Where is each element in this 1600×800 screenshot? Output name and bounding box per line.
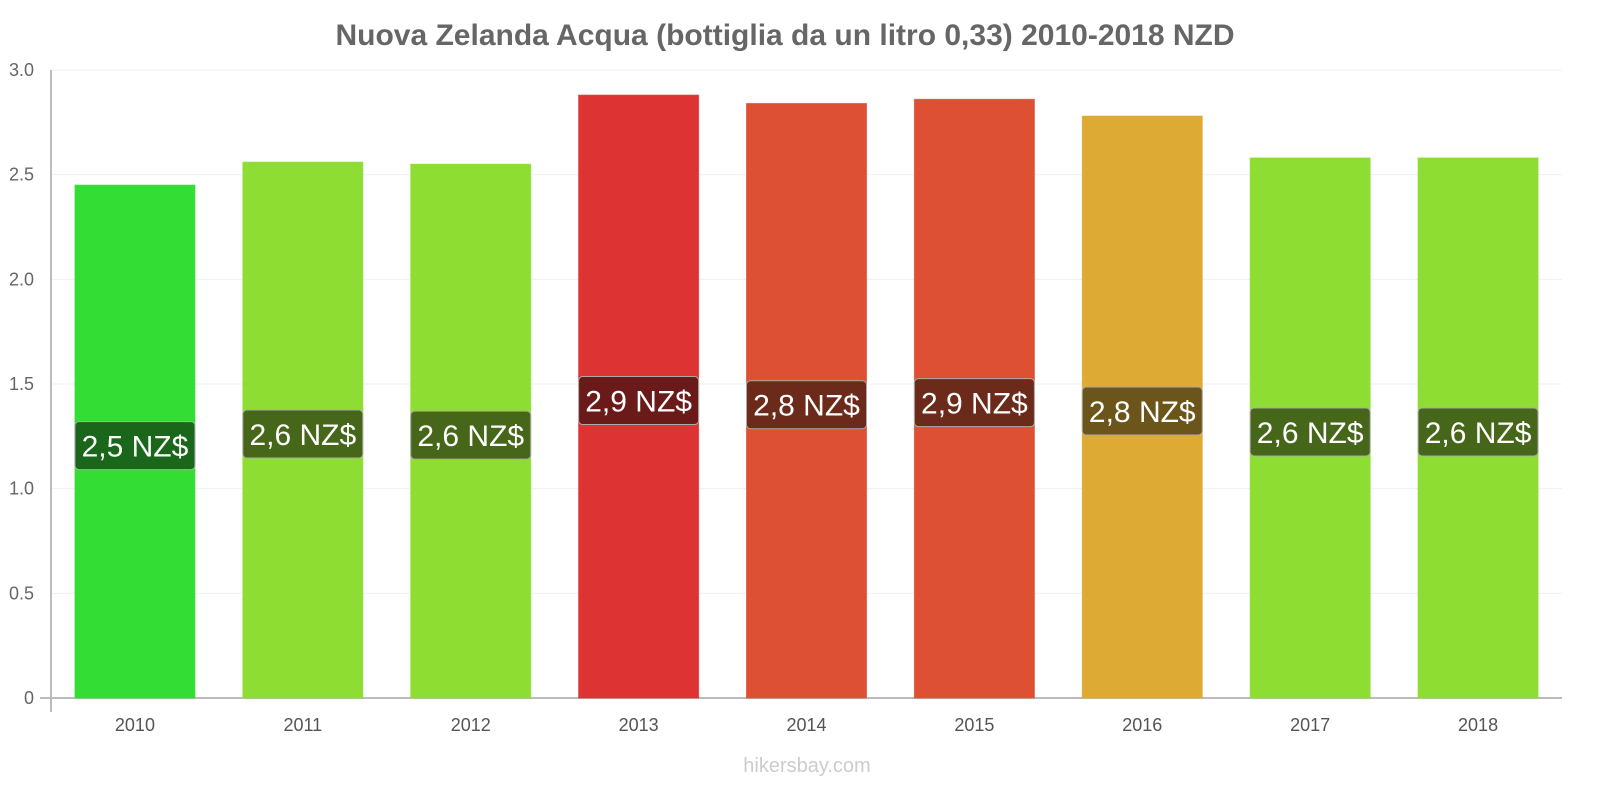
data-label-bg (746, 380, 867, 430)
y-tick-label: 3.0 (9, 60, 34, 80)
data-label: 2,6 NZ$ (1425, 417, 1532, 450)
y-tick-label: 0 (24, 688, 34, 708)
data-label: 2,6 NZ$ (249, 419, 356, 452)
x-tick-label: 2012 (451, 715, 491, 735)
chart-title: Nuova Zelanda Acqua (bottiglia da un lit… (335, 19, 1234, 52)
data-label-bg (913, 378, 1035, 428)
watermark: hikersbay.com (743, 755, 870, 777)
x-tick-label: 2018 (1458, 715, 1498, 735)
y-tick-label: 1.0 (9, 479, 34, 499)
x-tick-label: 2015 (954, 715, 994, 735)
x-tick-label: 2014 (786, 715, 826, 735)
x-tick-label: 2010 (115, 715, 155, 735)
data-label-bg (1417, 407, 1539, 457)
y-tick-label: 1.5 (9, 374, 34, 394)
data-label: 2,9 NZ$ (921, 388, 1028, 421)
x-tick-label: 2016 (1122, 715, 1162, 735)
y-tick-label: 2.0 (9, 269, 34, 289)
data-label-bg (1081, 386, 1203, 436)
x-tick-label: 2011 (283, 715, 322, 735)
x-tick-label: 2013 (619, 715, 659, 735)
data-label-bg (1249, 407, 1371, 457)
data-label: 2,9 NZ$ (585, 386, 692, 419)
data-label: 2,5 NZ$ (82, 431, 189, 464)
data-label: 2,8 NZ$ (753, 390, 860, 423)
data-label: 2,6 NZ$ (417, 420, 524, 453)
y-tick-label: 2.5 (9, 165, 34, 185)
data-label-bg (578, 376, 700, 426)
data-label-bg (74, 421, 196, 471)
data-label-bg (410, 410, 532, 460)
y-tick-label: 0.5 (9, 583, 34, 603)
data-label: 2,8 NZ$ (1089, 396, 1196, 429)
data-label-bg (242, 409, 364, 459)
x-tick-label: 2017 (1290, 715, 1330, 735)
data-label: 2,6 NZ$ (1257, 417, 1364, 450)
